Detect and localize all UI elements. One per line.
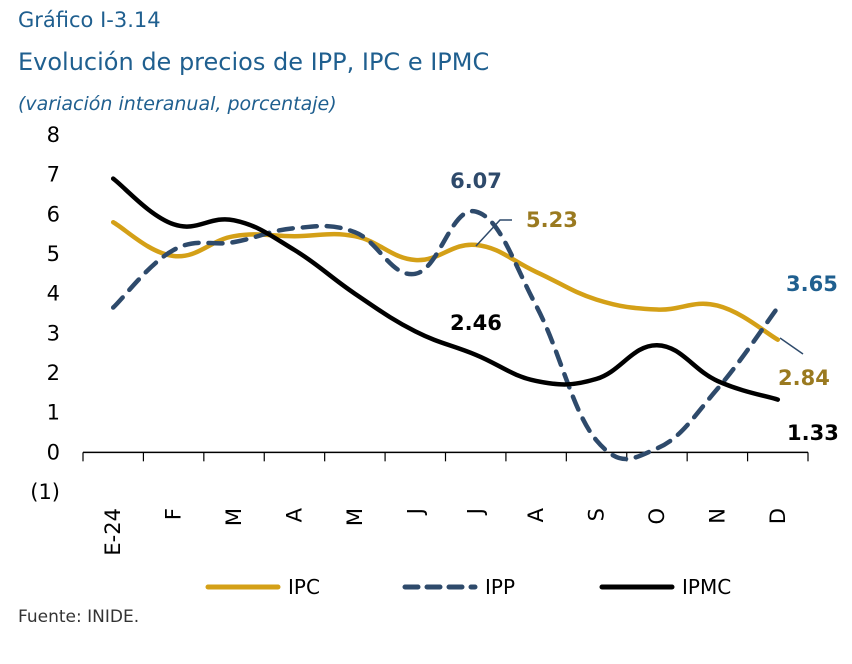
x-tick-label: M xyxy=(343,508,367,526)
annotation-leader xyxy=(779,337,804,355)
data-label: 3.65 xyxy=(786,272,838,296)
y-tick-label: 3 xyxy=(47,321,60,345)
x-tick-label: O xyxy=(645,508,669,525)
x-tick-label: S xyxy=(585,508,609,521)
y-tick-label: 7 xyxy=(47,163,60,187)
y-tick-label: 6 xyxy=(47,202,60,226)
y-tick-label: 4 xyxy=(47,282,60,306)
chart-title: Evolución de precios de IPP, IPC e IPMC xyxy=(18,48,490,76)
legend-label-ipc: IPC xyxy=(288,575,320,599)
series-line-ipc xyxy=(110,220,781,342)
y-tick-label: 5 xyxy=(47,242,60,266)
y-tick-label: 0 xyxy=(47,440,60,464)
y-tick-label: (1) xyxy=(30,480,60,504)
chart-subtitle: (variación interanual, porcentaje) xyxy=(18,93,337,115)
x-tick-label: J xyxy=(403,508,427,516)
y-tick-label: 2 xyxy=(47,361,60,385)
source-note: Fuente: INIDE. xyxy=(18,607,140,627)
x-tick-label: J xyxy=(464,508,488,516)
data-label: 5.23 xyxy=(526,208,578,232)
series-line-ipp xyxy=(110,209,781,462)
x-tick-label: D xyxy=(766,508,790,524)
data-label: 2.46 xyxy=(450,311,502,335)
x-tick-label: A xyxy=(282,507,306,522)
data-label: 6.07 xyxy=(450,169,502,193)
legend-label-ipp: IPP xyxy=(485,575,515,599)
series-line-ipmc xyxy=(110,176,781,402)
legend: IPC IPP IPMC xyxy=(205,575,731,599)
x-tick-label: N xyxy=(705,508,729,524)
line-chart: 8 7 6 5 4 3 2 1 0 (1) E-24 F M A M J J A S O N D 6.07 5.23 3.65… xyxy=(30,123,839,599)
x-tick-label: A xyxy=(524,507,548,522)
data-label: 2.84 xyxy=(778,366,830,390)
x-tick-label: F xyxy=(162,508,186,520)
series-layer xyxy=(110,176,781,462)
data-label: 1.33 xyxy=(787,421,839,445)
x-tick-label: E-24 xyxy=(101,508,125,556)
legend-label-ipmc: IPMC xyxy=(682,575,731,599)
y-tick-label: 8 xyxy=(47,123,60,147)
chart-label: Gráfico I-3.14 xyxy=(18,8,161,32)
y-tick-label: 1 xyxy=(47,401,60,425)
annotation-leader xyxy=(475,219,512,247)
x-tick-label: M xyxy=(222,508,246,526)
annotations: 6.07 5.23 3.65 2.84 2.46 1.33 xyxy=(450,169,839,445)
axes: 8 7 6 5 4 3 2 1 0 (1) E-24 F M A M J J A S O N D xyxy=(30,123,809,556)
